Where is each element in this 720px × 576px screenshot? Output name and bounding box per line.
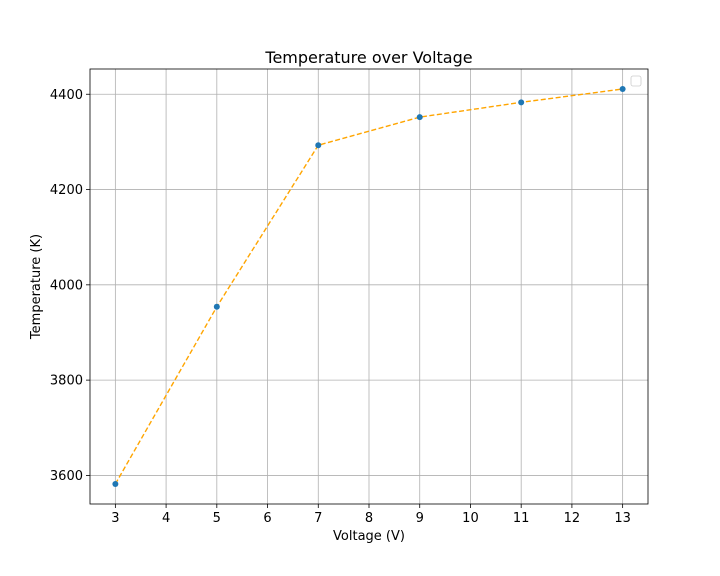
x-tick-label: 12	[564, 511, 581, 526]
x-tick-label: 5	[213, 511, 221, 526]
data-point	[619, 86, 626, 93]
x-tick-label: 13	[614, 511, 631, 526]
x-tick-label: 6	[263, 511, 271, 526]
x-tick-label: 11	[513, 511, 530, 526]
series-layer	[112, 86, 626, 487]
data-point	[416, 114, 423, 121]
y-axis-label: Temperature (K)	[29, 234, 44, 340]
x-tick-label: 9	[416, 511, 424, 526]
x-tick-label: 4	[162, 511, 170, 526]
x-tick-label: 3	[111, 511, 119, 526]
data-point	[518, 99, 525, 106]
data-point	[213, 303, 220, 310]
y-tick-label: 3800	[50, 374, 83, 389]
data-point	[112, 480, 119, 487]
y-tick-label: 4400	[50, 88, 83, 103]
data-point	[315, 142, 322, 149]
ticks: 3 4 5 6 7 8 9 10 11 12 13 3600 3800 4000 4200 4400	[50, 88, 631, 526]
legend-box	[630, 75, 642, 87]
y-tick-label: 4200	[50, 183, 83, 198]
series-line	[114, 88, 623, 485]
y-tick-label: 4000	[50, 278, 83, 293]
x-axis-label: Voltage (V)	[333, 529, 405, 544]
x-tick-label: 8	[365, 511, 373, 526]
x-tick-label: 10	[462, 511, 479, 526]
chart-title: Temperature over Voltage	[264, 48, 472, 67]
x-tick-label: 7	[314, 511, 322, 526]
y-tick-label: 3600	[50, 469, 83, 484]
grid	[90, 69, 648, 504]
